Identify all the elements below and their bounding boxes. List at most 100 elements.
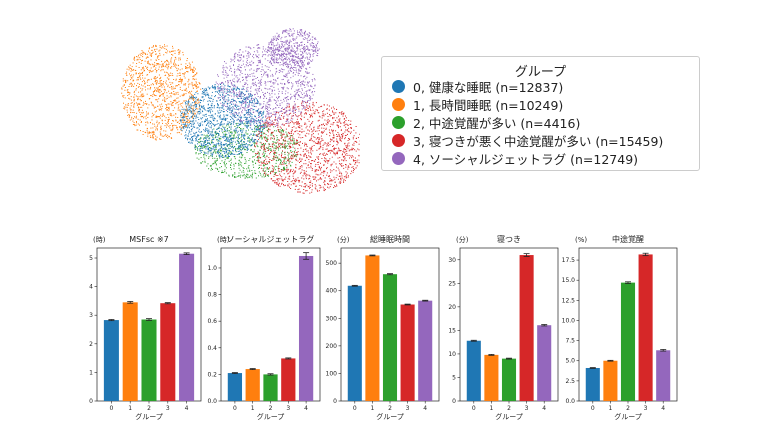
group-legend: グループ 0, 健康な睡眠 (n=12837) 1, 長時間睡眠 (n=1024… xyxy=(381,56,700,171)
y-unit-label: (分) xyxy=(456,235,469,244)
chart-title: MSFsc ※7 xyxy=(129,235,168,244)
legend-label: 3, 寝つきが悪く中途覚醒が多い (n=15459) xyxy=(413,133,664,149)
cluster-0 xyxy=(180,83,266,158)
x-axis-label: グループ xyxy=(614,412,642,421)
x-tick-label: 1 xyxy=(128,405,132,412)
x-tick-label: 4 xyxy=(304,405,308,412)
legend-marker xyxy=(392,79,405,93)
bar-0 xyxy=(227,373,243,401)
x-axis-label: グループ xyxy=(135,412,163,421)
bar-1 xyxy=(245,369,260,401)
y-tick-label: 0.0 xyxy=(565,398,575,405)
x-tick-label: 2 xyxy=(147,405,151,412)
bar-3 xyxy=(400,304,415,401)
bar-3 xyxy=(281,358,296,401)
x-tick-label: 1 xyxy=(608,405,612,412)
y-tick-label: 2 xyxy=(89,341,93,348)
bar-4 xyxy=(656,350,671,401)
y-tick-label: 15.0 xyxy=(562,277,576,284)
bar-3 xyxy=(638,254,653,401)
x-tick-label: 1 xyxy=(489,405,493,412)
chart-title: 寝つき xyxy=(497,234,521,244)
y-tick-label: 1 xyxy=(89,369,93,376)
x-axis-label: グループ xyxy=(257,412,285,421)
y-unit-label: (%) xyxy=(575,236,587,244)
y-tick-label: 5 xyxy=(452,374,456,381)
y-tick-label: 4 xyxy=(89,284,93,291)
y-tick-label: 10.0 xyxy=(562,317,576,324)
x-tick-label: 2 xyxy=(269,405,273,412)
y-tick-label: 30 xyxy=(448,257,456,264)
legend-item-0: 0, 健康な睡眠 (n=12837) xyxy=(392,77,699,95)
bar-2 xyxy=(141,319,157,401)
x-axis-label: グループ xyxy=(376,412,404,421)
y-tick-label: 0.2 xyxy=(207,371,217,378)
y-tick-label: 15 xyxy=(448,327,456,334)
bar-2 xyxy=(620,282,636,401)
bar-chart-2: 0 100 200 300 400 500 0 1 2 3 4 グループ (分) 総睡眠時間 xyxy=(326,234,440,421)
cluster-4 xyxy=(267,28,320,69)
bar-0 xyxy=(103,320,119,401)
y-tick-label: 400 xyxy=(326,288,338,295)
x-tick-label: 4 xyxy=(661,405,665,412)
y-tick-label: 5 xyxy=(89,255,93,262)
bar-chart-3: 0 5 10 15 20 25 30 0 1 2 3 4 グループ (分) 寝つき xyxy=(448,234,559,421)
bar-4 xyxy=(537,325,552,401)
y-tick-label: 12.5 xyxy=(562,297,576,304)
bar-1 xyxy=(122,302,138,401)
bar-chart-0: 0 1 2 3 4 5 0 1 2 3 4 グループ (時) MSFsc ※7 xyxy=(89,235,202,421)
y-tick-label: 2.5 xyxy=(565,378,575,385)
y-tick-label: 17.5 xyxy=(562,257,576,264)
y-tick-label: 300 xyxy=(326,315,338,322)
chart-title: 中途覚醒 xyxy=(612,234,644,244)
legend-title: グループ xyxy=(514,65,567,80)
legend-label: 0, 健康な睡眠 (n=12837) xyxy=(413,79,564,95)
x-tick-label: 2 xyxy=(507,405,511,412)
legend-item-4: 4, ソーシャルジェットラグ (n=12749) xyxy=(392,149,699,167)
y-tick-label: 1.0 xyxy=(207,265,217,272)
y-tick-label: 500 xyxy=(326,260,338,267)
legend-label: 4, ソーシャルジェットラグ (n=12749) xyxy=(413,151,639,167)
y-unit-label: (時) xyxy=(93,236,106,244)
legend-marker xyxy=(392,97,405,111)
bar-0 xyxy=(347,285,362,401)
bar-2 xyxy=(501,358,517,401)
x-tick-label: 3 xyxy=(286,405,290,412)
y-unit-label: (分) xyxy=(337,235,350,244)
x-tick-label: 0 xyxy=(591,405,595,412)
y-tick-label: 200 xyxy=(326,343,338,350)
y-tick-label: 20 xyxy=(448,304,456,311)
x-tick-label: 0 xyxy=(233,405,237,412)
bar-charts-panel: 0 1 2 3 4 5 0 1 2 3 4 グループ (時) MSFsc ※7 0.0 0.2 0.4 0.6 0.… xyxy=(89,234,678,421)
x-tick-label: 3 xyxy=(406,405,410,412)
chart-title: 総睡眠時間 xyxy=(370,234,410,244)
chart-title: ソーシャルジェットラグ xyxy=(227,234,315,244)
x-tick-label: 0 xyxy=(472,405,476,412)
bar-3 xyxy=(519,255,534,401)
legend-label: 1, 長時間睡眠 (n=10249) xyxy=(413,97,564,113)
legend-item-1: 1, 長時間睡眠 (n=10249) xyxy=(392,95,699,113)
legend-item-3: 3, 寝つきが悪く中途覚醒が多い (n=15459) xyxy=(392,131,699,149)
x-axis-label: グループ xyxy=(495,412,523,421)
y-tick-label: 10 xyxy=(448,351,456,358)
bar-0 xyxy=(585,367,600,401)
x-tick-label: 4 xyxy=(185,405,189,412)
legend-marker xyxy=(392,151,405,165)
x-tick-label: 3 xyxy=(166,405,170,412)
y-tick-label: 0.4 xyxy=(207,345,217,352)
bar-0 xyxy=(466,340,481,401)
x-tick-label: 0 xyxy=(353,405,357,412)
legend-marker xyxy=(392,133,405,147)
cluster-3 xyxy=(254,101,360,194)
x-tick-label: 2 xyxy=(626,405,630,412)
cluster-4 xyxy=(215,44,316,128)
legend-label: 2, 中途覚醒が多い (n=4416) xyxy=(413,115,581,131)
y-tick-label: 0 xyxy=(452,398,456,405)
y-tick-label: 0.8 xyxy=(207,292,217,299)
umap-cluster-scatter xyxy=(121,28,360,194)
bar-4 xyxy=(179,253,195,401)
y-tick-label: 0.6 xyxy=(207,318,217,325)
bar-4 xyxy=(418,300,433,401)
y-tick-label: 0.0 xyxy=(207,398,217,405)
y-tick-label: 0 xyxy=(89,398,93,405)
